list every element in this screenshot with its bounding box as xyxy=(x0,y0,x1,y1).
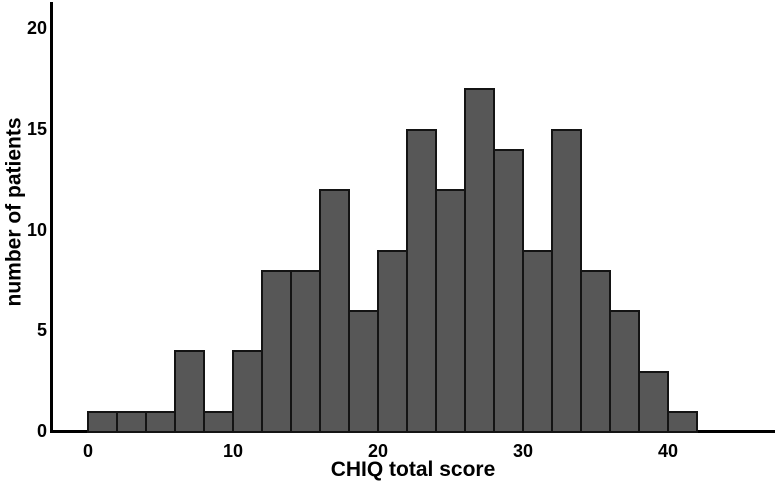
y-axis-title: number of patients xyxy=(2,117,26,307)
histogram-bar xyxy=(174,350,205,433)
histogram-bar xyxy=(203,411,234,433)
histogram-bar xyxy=(580,270,611,433)
histogram-bar xyxy=(261,270,292,433)
histogram-bar xyxy=(348,310,379,433)
histogram-bar xyxy=(435,189,466,433)
histogram-bar xyxy=(638,371,669,433)
y-tick-label: 0 xyxy=(36,421,47,441)
histogram-bar xyxy=(406,129,437,433)
x-tick-label: 30 xyxy=(512,441,534,461)
y-tick-label: 20 xyxy=(26,18,47,38)
x-tick-label: 40 xyxy=(657,441,679,461)
histogram-bar xyxy=(493,149,524,433)
histogram-bar xyxy=(609,310,640,433)
histogram-bar xyxy=(551,129,582,433)
y-tick-label: 10 xyxy=(26,219,47,240)
histogram-bar xyxy=(377,250,408,433)
y-tick-label: 15 xyxy=(26,118,47,139)
histogram-bar xyxy=(145,411,176,433)
histogram-bar xyxy=(667,411,698,433)
histogram-bar xyxy=(290,270,321,433)
histogram-bar xyxy=(232,350,263,433)
histogram-bar xyxy=(522,250,553,433)
y-tick-label: 5 xyxy=(36,320,47,341)
histogram-bar xyxy=(319,189,350,433)
x-axis-title: CHIQ total score xyxy=(330,458,496,481)
histogram-bar xyxy=(464,88,495,433)
x-tick-label: 10 xyxy=(222,441,244,461)
histogram-bar xyxy=(116,411,147,433)
histogram-bar xyxy=(87,411,118,433)
x-tick-label: 20 xyxy=(367,441,389,461)
x-tick-label: 0 xyxy=(82,441,94,461)
y-axis-line xyxy=(50,2,53,433)
